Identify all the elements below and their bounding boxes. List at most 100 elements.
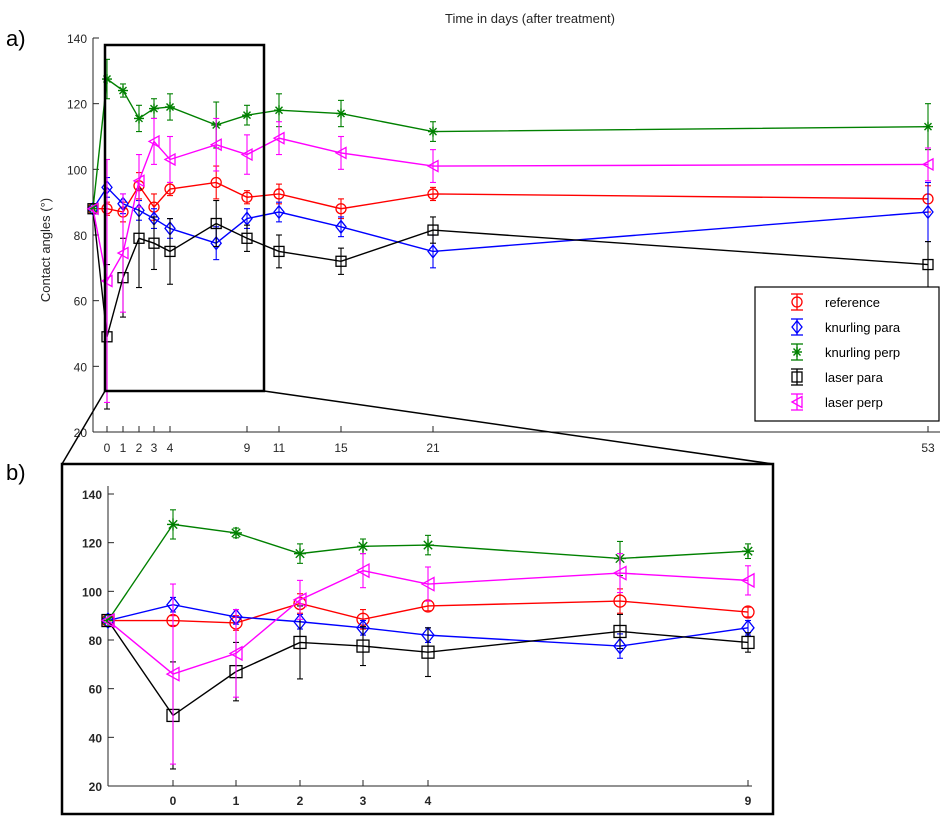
panel-a-label: a) bbox=[6, 26, 26, 51]
legend-label-4: laser perp bbox=[825, 395, 883, 410]
panel-a-point-4-0 bbox=[86, 202, 99, 216]
panel-a-xtick-label-7: 15 bbox=[334, 441, 348, 455]
panel-a-point-3-4 bbox=[148, 237, 160, 249]
panel-b-ytick-label-6: 140 bbox=[82, 488, 102, 502]
panel-a-point-1-9 bbox=[335, 219, 347, 235]
panel-a-point-3-9 bbox=[335, 255, 347, 267]
panel-b-series-laser-perp bbox=[100, 553, 755, 765]
panel-a-xtick-label-2: 2 bbox=[136, 441, 143, 455]
panel-b-xtick-label-3: 3 bbox=[360, 794, 367, 808]
panel-a-point-2-4 bbox=[149, 103, 159, 114]
panel-a-point-2-11 bbox=[923, 121, 933, 132]
panel-b-point-4-4 bbox=[355, 562, 370, 579]
panel-b-xtick-label-4: 4 bbox=[425, 794, 432, 808]
zoom-connectors bbox=[61, 390, 774, 465]
panel-b-point-2-4-stroke-3 bbox=[358, 541, 368, 552]
panel-b-series-knurling-perp bbox=[102, 509, 754, 627]
panel-a-point-3-5 bbox=[164, 245, 176, 258]
panel-a-x-ticks: 0 1 2 3 4 9 11 15 21 53 bbox=[104, 426, 935, 455]
panel-a-point-4-4 bbox=[147, 134, 160, 149]
legend-item-laser-perp: laser perp bbox=[790, 393, 883, 411]
panel-a-point-0-10 bbox=[427, 188, 439, 200]
panel-a-point-1-11 bbox=[922, 204, 934, 220]
panel-a-point-2-7-stroke-3 bbox=[243, 111, 251, 120]
legend-marker-2-stroke-3 bbox=[793, 348, 801, 356]
panel-b-frame bbox=[60, 462, 775, 816]
zoom-connector-left bbox=[61, 390, 106, 465]
panel-b-point-0-7 bbox=[741, 605, 755, 619]
panel-b-point-2-7 bbox=[742, 545, 754, 558]
panel-a-point-2-5-stroke-3 bbox=[166, 102, 174, 111]
panel-a-point-2-2-stroke-3 bbox=[119, 86, 127, 95]
legend: reference knurling para knurling perp laser… bbox=[754, 286, 940, 422]
legend-label-3: laser para bbox=[825, 370, 884, 385]
panel-a-xtick-label-9: 53 bbox=[921, 441, 935, 455]
panel-a-point-4-7 bbox=[240, 147, 253, 162]
panel-b-point-4-1 bbox=[165, 666, 180, 682]
legend-marker-4 bbox=[790, 395, 803, 409]
panel-b-ytick-label-0: 20 bbox=[89, 780, 103, 794]
panel-a-point-3-8 bbox=[273, 245, 285, 258]
panel-a-point-2-10 bbox=[428, 126, 438, 137]
panel-a-point-4-11 bbox=[921, 157, 934, 172]
panel-b-x-ticks: 0 1 2 3 4 9 bbox=[170, 780, 752, 808]
panel-b-point-3-4 bbox=[356, 639, 370, 653]
panel-b-point-1-6 bbox=[613, 637, 627, 655]
panel-b-ytick-label-3: 80 bbox=[89, 634, 103, 648]
panel-a-y-axis-title: Contact angles (°) bbox=[38, 198, 53, 302]
panel-a-point-4-10 bbox=[426, 159, 439, 173]
panel-b: 20 40 60 80 100 120 140 0 1 2 3 4 9 bbox=[82, 486, 755, 808]
legend-items: reference knurling para knurling perp laser… bbox=[790, 293, 901, 411]
panel-b-ytick-label-5: 120 bbox=[82, 537, 102, 551]
panel-b-point-3-7 bbox=[741, 635, 755, 650]
panel-a-point-1-6 bbox=[210, 235, 223, 251]
panel-a-point-3-11 bbox=[922, 258, 934, 271]
panel-a-point-2-3 bbox=[134, 113, 144, 124]
panel-a-point-2-8 bbox=[274, 105, 284, 116]
panel-a-series-knurling-perp bbox=[88, 58, 933, 214]
panel-a-point-4-3 bbox=[132, 174, 145, 188]
panel-b-point-3-3 bbox=[293, 635, 307, 650]
panel-a-point-3-6 bbox=[210, 217, 222, 230]
panel-a-xtick-label-3: 3 bbox=[151, 441, 158, 455]
panel-b-ytick-label-4: 100 bbox=[82, 585, 102, 599]
panel-b-point-2-5-stroke-3 bbox=[423, 540, 433, 550]
panel-a-point-2-8-stroke-3 bbox=[275, 106, 283, 115]
panel-a-ytick-label-2: 60 bbox=[74, 295, 88, 309]
panel-b-point-2-1 bbox=[167, 518, 179, 531]
panel-a-point-2-5 bbox=[165, 101, 175, 112]
panel-a-point-2-4-stroke-3 bbox=[150, 104, 158, 113]
panel-a-point-0-7 bbox=[241, 191, 253, 203]
panel-b-point-4-5 bbox=[420, 576, 435, 592]
panel-b-ytick-label-1: 40 bbox=[89, 731, 103, 745]
panel-a-xtick-label-8: 21 bbox=[426, 441, 440, 455]
legend-item-reference: reference bbox=[791, 293, 880, 311]
top-axis-title: Time in days (after treatment) bbox=[445, 11, 615, 26]
legend-item-knurling-perp: knurling perp bbox=[791, 343, 900, 361]
panel-b-point-4-0 bbox=[100, 612, 115, 629]
legend-label-2: knurling perp bbox=[825, 345, 900, 360]
panel-a-point-4-5 bbox=[163, 152, 176, 167]
panel-b-point-2-1-stroke-3 bbox=[168, 519, 178, 530]
zoom-connector-right bbox=[263, 390, 774, 465]
panel-b-point-4-6 bbox=[612, 565, 627, 581]
panel-a-point-0-5 bbox=[164, 183, 176, 195]
legend-item-knurling-para: knurling para bbox=[791, 318, 901, 336]
panel-b-point-2-2-stroke-3 bbox=[231, 528, 241, 538]
panel-a-point-1-8 bbox=[273, 204, 285, 220]
panel-a-point-2-3-stroke-3 bbox=[135, 114, 143, 123]
panel-b-series bbox=[100, 509, 755, 770]
panel-b-axes bbox=[107, 486, 752, 787]
panel-a-point-2-9 bbox=[336, 108, 346, 119]
panel-b-point-4-2 bbox=[228, 645, 243, 662]
legend-label-0: reference bbox=[825, 295, 880, 310]
panel-b-point-2-5 bbox=[422, 539, 434, 552]
panel-b-line-0 bbox=[108, 600, 749, 624]
panel-a-point-2-10-stroke-3 bbox=[429, 127, 437, 136]
panel-a-ytick-label-3: 80 bbox=[74, 229, 88, 243]
panel-a-xtick-label-0: 0 bbox=[104, 441, 111, 455]
panel-a-point-2-9-stroke-3 bbox=[337, 109, 345, 118]
legend-label-1: knurling para bbox=[825, 320, 901, 335]
